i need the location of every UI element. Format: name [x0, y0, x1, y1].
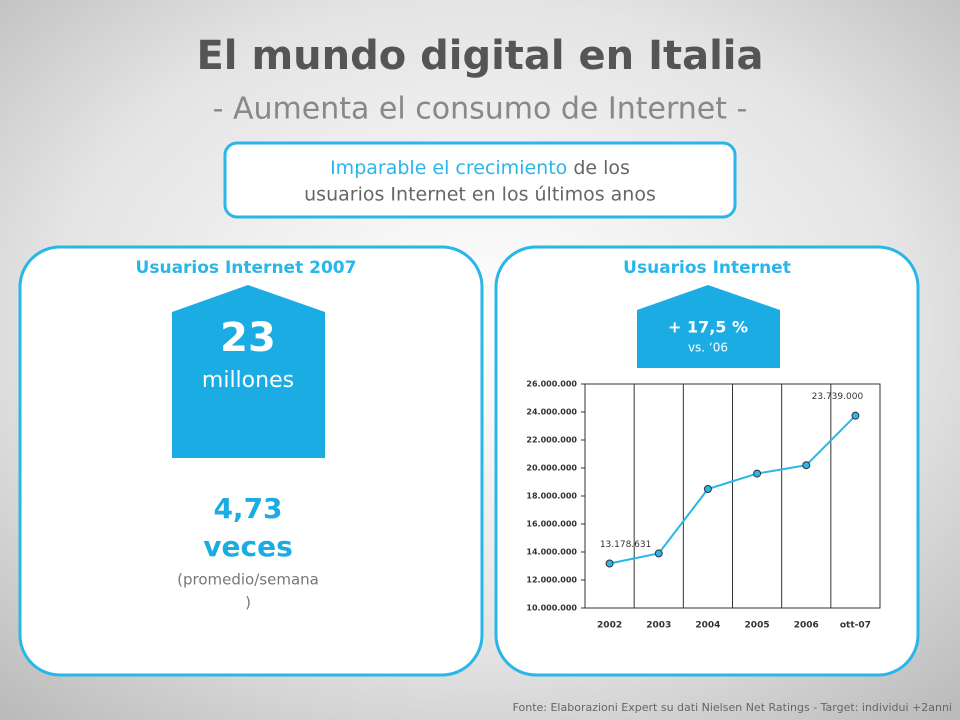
- big-unit: millones: [202, 368, 294, 393]
- point: [851, 411, 860, 420]
- y-tick-label: 12.000.000: [526, 576, 577, 585]
- point: [703, 485, 712, 493]
- y-tick-label: 20.000.000: [526, 464, 577, 473]
- point: [753, 469, 762, 478]
- left-panel: [18, 245, 484, 677]
- callout-line1: Imparable el crecimiento de los: [330, 157, 630, 179]
- slide-title: El mundo digital en Italia: [196, 33, 763, 79]
- callout-line2: usuarios Internet en los últimos anos: [304, 184, 656, 206]
- chart: 10.000.000 12.000.000 14.000.000 16.000.000…: [526, 380, 871, 631]
- value-label: 23.739.000: [812, 392, 864, 402]
- stat-unit: veces: [203, 530, 293, 563]
- x-tick-label: 2002: [597, 621, 622, 631]
- slide-subtitle: - Aumenta el consumo de Internet -: [213, 92, 748, 127]
- x-tick-label: ott-07: [840, 621, 871, 631]
- y-tick-label: 24.000.000: [526, 408, 577, 417]
- point: [605, 559, 614, 568]
- stat: 4,73: [213, 492, 282, 525]
- growth-note: vs. ‘06: [688, 341, 728, 355]
- y-tick-label: 10.000.000: [526, 604, 577, 613]
- y-tick-label: 22.000.000: [526, 436, 577, 445]
- note-line1: (promedio/semana: [177, 571, 319, 589]
- y-tick-label: 14.000.000: [526, 548, 577, 557]
- number-badge: [172, 285, 325, 458]
- x-tick-label: 2004: [695, 621, 720, 631]
- growth-value: + 17,5 %: [668, 318, 748, 337]
- y-tick-label: 26.000.000: [526, 380, 577, 389]
- big-number: 23: [220, 315, 276, 361]
- value-label: 13.178.631: [600, 540, 652, 550]
- point: [802, 461, 811, 470]
- note-line2: ): [245, 594, 251, 612]
- x-tick-label: 2005: [745, 621, 770, 631]
- y-tick-label: 18.000.000: [526, 492, 577, 501]
- growth-badge: [637, 285, 780, 368]
- left-panel-title: Usuarios Internet 2007: [136, 258, 357, 278]
- y-tick-label: 16.000.000: [526, 520, 577, 529]
- callout-rest: de los: [573, 157, 630, 179]
- callout-box: [223, 141, 737, 219]
- x-tick-label: 2003: [646, 621, 671, 631]
- point: [654, 549, 663, 558]
- x-tick-label: 2006: [794, 621, 819, 631]
- callout-highlight: Imparable el crecimiento: [330, 157, 567, 179]
- line: [609, 414, 857, 565]
- chart-title: Usuarios Internet: [623, 258, 791, 278]
- source: Fonte: Elaborazioni Expert su dati Niels…: [513, 701, 952, 714]
